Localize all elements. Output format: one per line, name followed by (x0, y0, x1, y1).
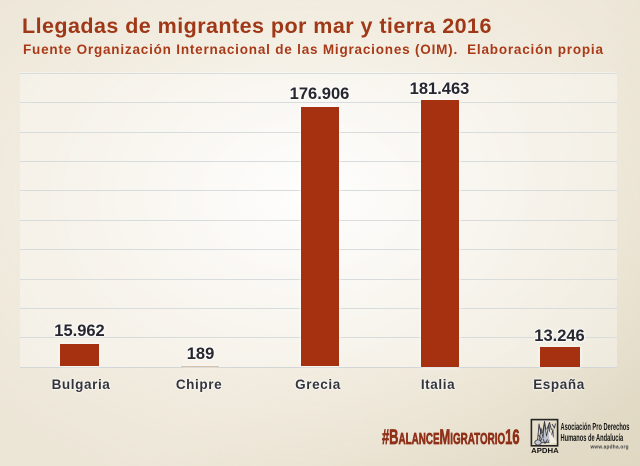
svg-text:Asociación Pro Derechos: Asociación Pro Derechos (561, 421, 630, 432)
svg-text:Humanos de Andalucía: Humanos de Andalucía (561, 433, 624, 444)
svg-text:www.apdha.org: www.apdha.org (590, 444, 629, 450)
svg-text:APDHA: APDHA (531, 446, 559, 455)
